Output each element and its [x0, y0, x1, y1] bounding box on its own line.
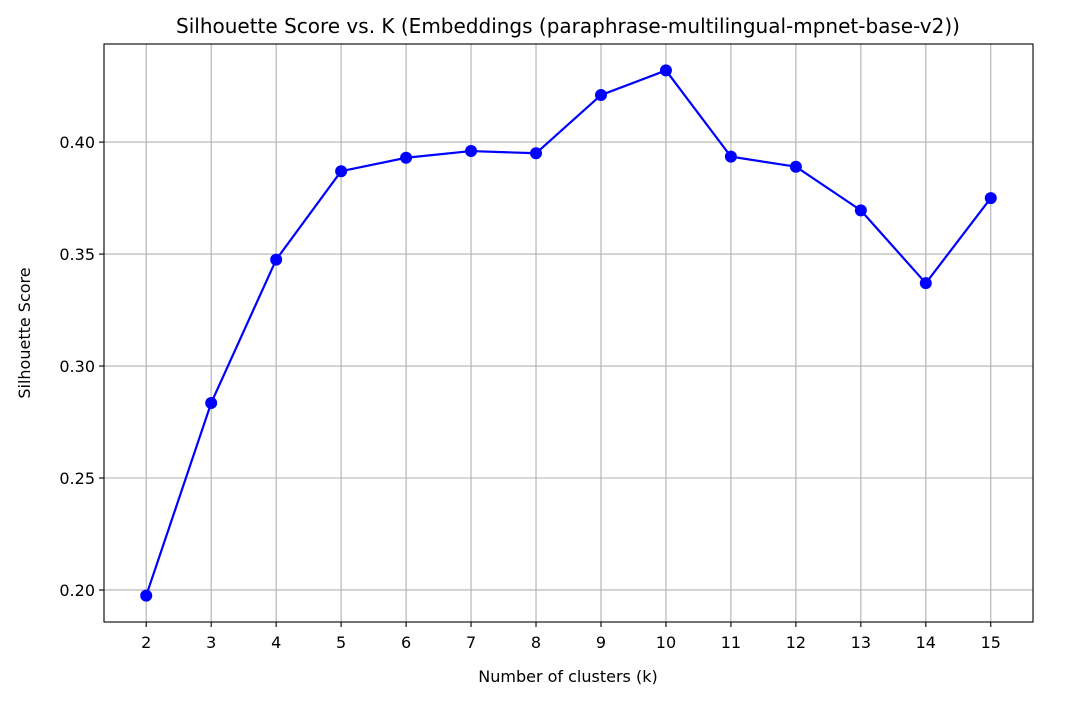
y-tick-label: 0.30 — [59, 357, 95, 376]
data-point — [270, 253, 283, 266]
data-point — [789, 160, 802, 173]
x-tick-label: 7 — [466, 633, 476, 652]
data-point — [140, 589, 153, 602]
x-tick-label: 14 — [916, 633, 936, 652]
y-tick-label: 0.35 — [59, 245, 95, 264]
x-tick-label: 15 — [981, 633, 1001, 652]
plot-frame — [103, 43, 1034, 623]
data-point — [335, 165, 348, 178]
y-tick-label: 0.25 — [59, 469, 95, 488]
series-layer — [140, 64, 997, 602]
y-tick-label: 0.20 — [59, 581, 95, 600]
data-point — [854, 204, 867, 217]
x-tick-label: 9 — [596, 633, 606, 652]
data-point — [465, 145, 478, 158]
data-point — [724, 150, 737, 163]
grid-lines — [104, 44, 1033, 622]
x-tick-label: 2 — [141, 633, 151, 652]
data-point — [205, 396, 218, 409]
x-tick-label: 6 — [401, 633, 411, 652]
x-tick-label: 12 — [786, 633, 806, 652]
data-point — [530, 147, 543, 160]
x-axis-label: Number of clusters (k) — [478, 667, 657, 686]
x-tick-label: 10 — [656, 633, 676, 652]
x-tick-label: 8 — [531, 633, 541, 652]
data-point — [400, 151, 413, 164]
y-axis-label: Silhouette Score — [15, 267, 34, 398]
x-tick-label: 3 — [206, 633, 216, 652]
axis-ticks: 2 3 4 5 6 7 8 9 10 11 12 13 14 15 0.20 0.25 0.30 0.35 0.40 — [59, 133, 1001, 652]
data-point — [919, 277, 932, 290]
data-point — [659, 64, 672, 77]
x-tick-label: 13 — [851, 633, 871, 652]
x-tick-label: 4 — [271, 633, 281, 652]
chart-title: Silhouette Score vs. K (Embeddings (para… — [176, 14, 960, 38]
series-line — [145, 69, 992, 596]
y-tick-label: 0.40 — [59, 133, 95, 152]
data-point — [984, 192, 997, 205]
data-point — [594, 89, 607, 102]
x-tick-label: 5 — [336, 633, 346, 652]
x-tick-label: 11 — [721, 633, 741, 652]
